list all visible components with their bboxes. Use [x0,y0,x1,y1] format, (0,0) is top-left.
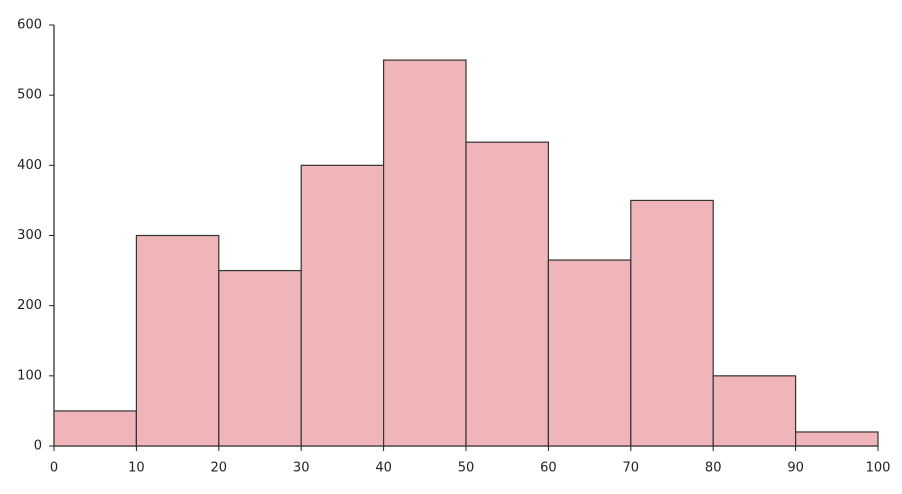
y-tick-label: 300 [17,228,42,243]
bar [547,259,632,447]
bar [383,59,467,447]
bar [794,431,879,447]
x-tick-label: 100 [866,461,891,476]
x-tick-label: 30 [293,461,310,476]
bar [218,269,302,447]
x-tick-label: 50 [458,461,475,476]
y-tick-label: 0 [34,439,42,454]
y-tick-label: 200 [17,298,42,313]
x-tick-label: 80 [705,461,722,476]
x-tick-label: 0 [50,461,58,476]
y-tick-label: 400 [17,158,42,173]
x-tick-label: 60 [540,461,557,476]
y-tick-label: 600 [17,18,42,33]
x-tick-label: 40 [375,461,392,476]
bar [712,375,797,447]
bar [135,234,220,447]
bar [53,410,138,447]
x-tick-label: 20 [211,461,228,476]
bar [300,164,385,447]
x-tick-label: 90 [787,461,804,476]
bar [465,141,550,447]
y-tick-label: 500 [17,88,42,103]
x-tick-label: 70 [623,461,640,476]
x-tick-label: 10 [128,461,145,476]
bar [630,199,714,447]
y-tick-label: 100 [17,368,42,383]
